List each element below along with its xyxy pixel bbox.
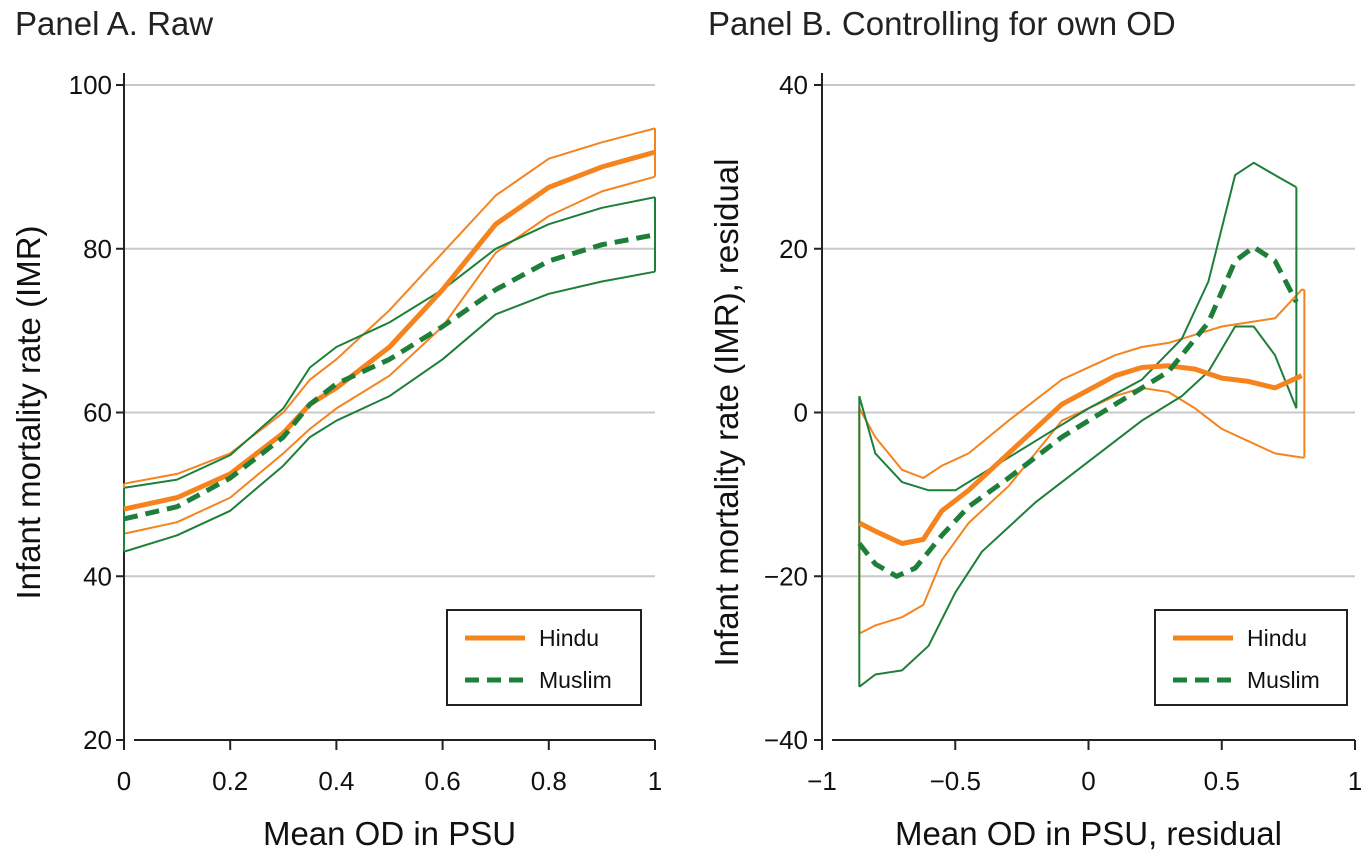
legend: Hindu Muslim [446,609,642,706]
y-tick-label: 0 [794,398,808,428]
hindu-ci-band-line [123,127,656,485]
y-tick-label: 100 [69,70,112,100]
x-tick-label: 0.8 [531,766,567,796]
panel-title: Panel B. Controlling for own OD [708,5,1176,42]
series-line-hindu [858,363,1303,546]
x-axis-label: Mean OD in PSU [263,815,516,852]
hindu-ci-band-line [858,386,1305,635]
series-line-hindu [123,149,656,512]
muslim-ci-band-line [858,325,1298,688]
legend: Hindu Muslim [1154,609,1348,706]
series-line-muslim [857,244,1299,579]
y-tick-label: 20 [779,234,808,264]
x-tick-label: 0.5 [1204,766,1240,796]
legend-label-hindu: Hindu [539,625,599,651]
y-tick-label: −40 [764,725,808,755]
x-tick-label: 1 [648,766,662,796]
legend-label-muslim: Muslim [1247,667,1320,693]
x-tick-label: 1 [1348,766,1362,796]
y-tick-label: 40 [83,561,112,591]
y-axis-label: Infant mortality rate (IMR), residual [708,159,745,667]
y-tick-label: −20 [764,561,808,591]
panel-b: −40 −20 0 20 40 −1 −0.5 0 0.5 1 Panel B. Controlli… [708,5,1362,852]
x-tick-label: −0.5 [930,766,981,796]
y-tick-label: 20 [83,725,112,755]
legend-label-hindu: Hindu [1247,625,1307,651]
y-tick-label: 40 [779,70,808,100]
legend-label-muslim: Muslim [539,667,612,693]
legend-box [1154,609,1348,706]
hindu-ci-band-line [858,288,1305,479]
muslim-ci-band-line [123,270,656,553]
x-tick-label: 0 [117,766,131,796]
x-tick-label: 0.4 [318,766,354,796]
panel-a: 20 40 60 80 100 0 0.2 0.4 0.6 0.8 1 Panel A. Raw Mea… [10,5,662,852]
y-tick-label: 60 [83,398,112,428]
muslim-ci-band-line [858,161,1297,492]
x-tick-label: 0 [1081,766,1095,796]
series-line-muslim [123,232,656,522]
x-tick-label: 0.6 [425,766,461,796]
panel-title: Panel A. Raw [15,5,213,42]
y-axis-label: Infant mortality rate (IMR) [10,225,47,599]
x-axis-label: Mean OD in PSU, residual [895,815,1282,852]
x-tick-label: −1 [807,766,837,796]
hindu-ci-band-line [123,175,656,535]
legend-box [446,609,642,706]
y-tick-label: 80 [83,234,112,264]
muslim-ci-band-line [123,196,656,489]
x-tick-label: 0.2 [212,766,248,796]
